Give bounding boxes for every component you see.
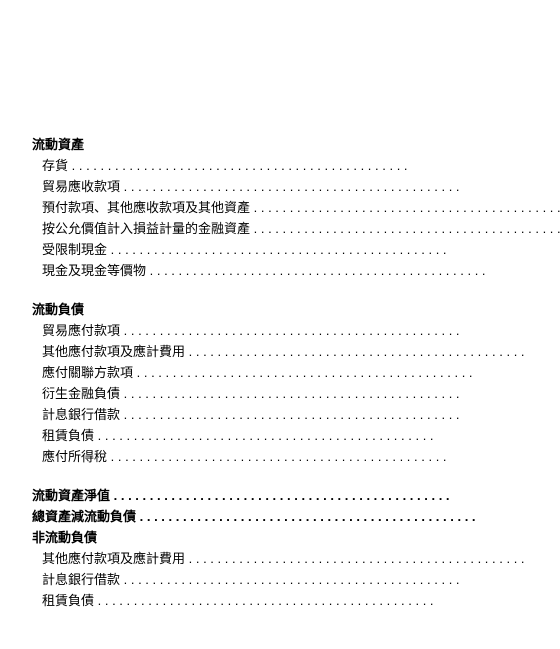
- table-row: 計息銀行借款 887,716 985,767: [28, 568, 560, 589]
- row-label: 應付關聯方款項: [42, 365, 133, 380]
- table-row: 衍生金融負債 3,442 3,166: [28, 382, 560, 403]
- subtotal-row: 816,386 1,479,886: [28, 466, 560, 484]
- row-label: 應付所得稅: [42, 449, 107, 464]
- row-label: 流動資產淨值: [32, 488, 110, 503]
- row-label: 計息銀行借款: [42, 572, 120, 587]
- table-row: 其他應付款項及應計費用 10,592 16,423: [28, 547, 560, 568]
- table-row: 應付關聯方款項 178 259: [28, 361, 560, 382]
- table-row: 租賃負債 167,106 147,092: [28, 589, 560, 610]
- row-label: 貿易應收款項: [42, 179, 120, 194]
- table-row: 按公允價值計入損益計量的金融資產 14,881 21,184: [28, 217, 560, 238]
- noncurrent-liab-title: 非流動負債: [28, 526, 560, 547]
- subtotal-row: 2,047,591 1,821,144: [28, 280, 560, 298]
- subtotal-row: 1,065,414 1,149,282: [28, 610, 560, 628]
- total-assets-less-cl-row: 總資產減流動負債 3,638,662 2,887,504: [28, 505, 560, 526]
- table-row: 存貨 159,299 213,466: [28, 154, 560, 175]
- table-row: 應付所得稅 3,344 666: [28, 445, 560, 466]
- table-row: 受限制現金 6,215 701: [28, 238, 560, 259]
- row-label: 租賃負債: [42, 593, 94, 608]
- row-label: 按公允價值計入損益計量的金融資產: [42, 221, 250, 236]
- row-label: 計息銀行借款: [42, 407, 120, 422]
- row-label: 其他應付款項及應計費用: [42, 551, 185, 566]
- financial-table: 截至12月31日 截至10月31日 2023年 2024年 （未經審核） （人民…: [28, 20, 560, 629]
- table-row: 計息銀行借款 210,857 1,053,391: [28, 403, 560, 424]
- current-liab-title: 流動負債: [28, 298, 560, 319]
- table-row: 租賃負債 26,964 31,243: [28, 424, 560, 445]
- row-label: 其他應付款項及應計費用: [42, 344, 185, 359]
- table-row: 其他應付款項及應計費用 509,312 300,272: [28, 340, 560, 361]
- table-row: 貿易應收款項 17,510 25,493: [28, 175, 560, 196]
- net-current-assets-row: 流動資產淨值 1,231,205 341,258: [28, 484, 560, 505]
- row-label: 貿易應付款項: [42, 323, 120, 338]
- row-label: 現金及現金等價物: [42, 263, 146, 278]
- row-label: 存貨: [42, 158, 68, 173]
- row-label: 衍生金融負債: [42, 386, 120, 401]
- row-label: 總資產減流動負債: [32, 509, 136, 524]
- current-assets-title: 流動資產: [28, 133, 560, 154]
- row-label: 租賃負債: [42, 428, 94, 443]
- table-row: 貿易應付款項 62,289 90,889: [28, 319, 560, 340]
- table-row: 現金及現金等價物 1,643,633 1,414,723: [28, 259, 560, 280]
- table-row: 預付款項、其他應收款項及其他資產 206,053 145,577: [28, 196, 560, 217]
- row-label: 預付款項、其他應收款項及其他資產: [42, 200, 250, 215]
- row-label: 受限制現金: [42, 242, 107, 257]
